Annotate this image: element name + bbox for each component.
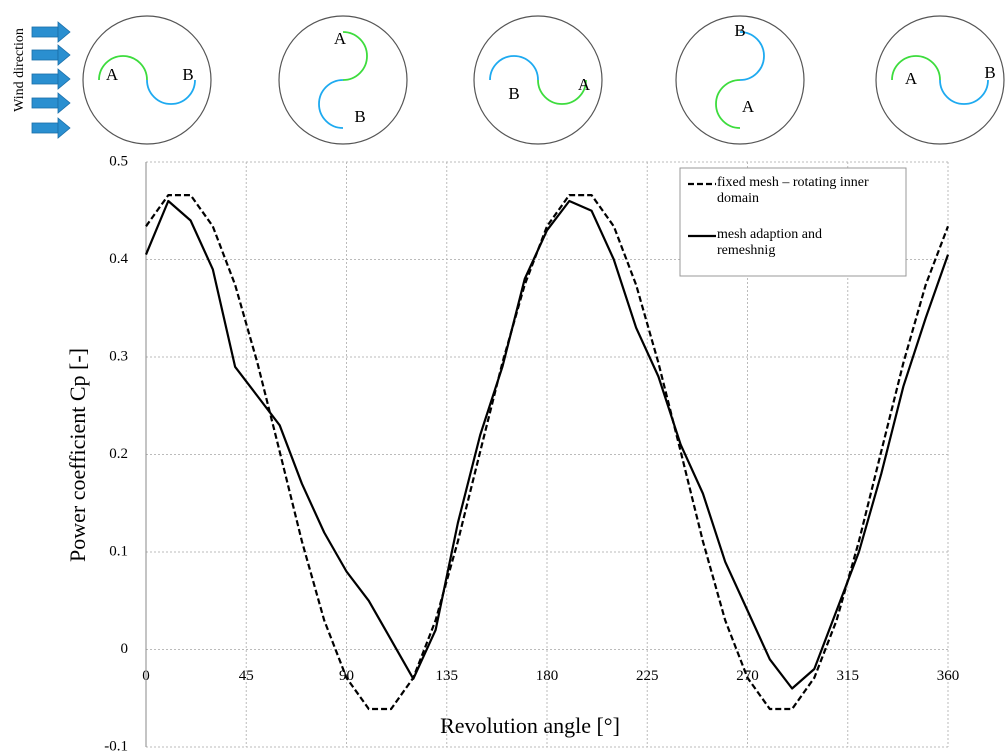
blade-label: B xyxy=(984,63,995,82)
blade-b xyxy=(939,79,989,105)
y-tick-label: 0 xyxy=(121,641,129,657)
blade-a xyxy=(891,55,941,81)
arrow-head xyxy=(57,68,71,90)
arrow-body xyxy=(31,73,59,85)
y-tick-label: 0.1 xyxy=(109,543,128,559)
blade-b xyxy=(146,79,196,105)
arrow-head xyxy=(57,44,71,66)
arrow-head xyxy=(57,21,71,43)
x-tick-label: 135 xyxy=(436,668,459,684)
rotor-blades xyxy=(891,55,989,105)
rotor-circle xyxy=(473,15,603,145)
series-line xyxy=(144,199,950,690)
legend-box xyxy=(679,167,907,277)
rotor-circle xyxy=(875,15,1005,145)
x-tick-label: 315 xyxy=(837,668,860,684)
blade-a xyxy=(537,79,587,105)
series-line xyxy=(145,194,950,711)
arrow-body xyxy=(31,122,59,134)
y-tick-label: -0.1 xyxy=(104,738,128,754)
y-tick-label: 0.2 xyxy=(109,446,128,462)
blade-label: B xyxy=(734,21,745,40)
y-tick-label: 0.3 xyxy=(109,348,128,364)
wind-label: Wind direction xyxy=(12,28,27,112)
rotor-blades xyxy=(715,31,765,129)
rotor-circle xyxy=(82,15,212,145)
legend-label: fixed mesh – rotating inner domain xyxy=(717,175,869,206)
blade-label: B xyxy=(182,65,193,84)
arrow-head xyxy=(57,117,71,139)
blade-a xyxy=(342,31,368,81)
y-axis-label: Power coefficient Cp [-] xyxy=(65,348,90,562)
rotor-circle xyxy=(675,15,805,145)
y-tick-label: 0.5 xyxy=(109,153,128,169)
blade-a xyxy=(98,55,148,81)
y-tick-label: 0.4 xyxy=(109,251,128,267)
rotor-blades xyxy=(98,55,196,105)
legend-label: mesh adaption and remeshnig xyxy=(717,227,822,258)
blade-label: B xyxy=(508,84,519,103)
blade-label: B xyxy=(354,107,365,126)
blade-b xyxy=(739,31,765,81)
x-tick-label: 45 xyxy=(239,668,254,684)
rotor-circle xyxy=(278,15,408,145)
blade-label: A xyxy=(106,65,119,84)
blade-a xyxy=(715,79,741,129)
legend-item: mesh adaption and remeshnig xyxy=(717,227,822,258)
blade-label: A xyxy=(905,69,918,88)
x-tick-label: 180 xyxy=(536,668,559,684)
wind-arrows xyxy=(31,21,71,139)
blade-label: A xyxy=(742,97,755,116)
blade-b xyxy=(489,55,539,81)
x-tick-label: 225 xyxy=(636,668,659,684)
arrow-body xyxy=(31,97,59,109)
arrow-body xyxy=(31,49,59,61)
rotor-blades xyxy=(489,55,587,105)
arrow-body xyxy=(31,26,59,38)
legend-item: fixed mesh – rotating inner domain xyxy=(717,175,869,206)
arrow-head xyxy=(57,92,71,114)
blade-b xyxy=(318,79,344,129)
rotors: A B A B A B A B A B xyxy=(82,15,1005,145)
blade-label: A xyxy=(334,29,347,48)
blade-label: A xyxy=(578,75,591,94)
rotor-blades xyxy=(318,31,368,129)
x-tick-label: 270 xyxy=(736,668,759,684)
x-tick-label: 360 xyxy=(937,668,960,684)
x-axis-label: Revolution angle [°] xyxy=(440,713,620,738)
